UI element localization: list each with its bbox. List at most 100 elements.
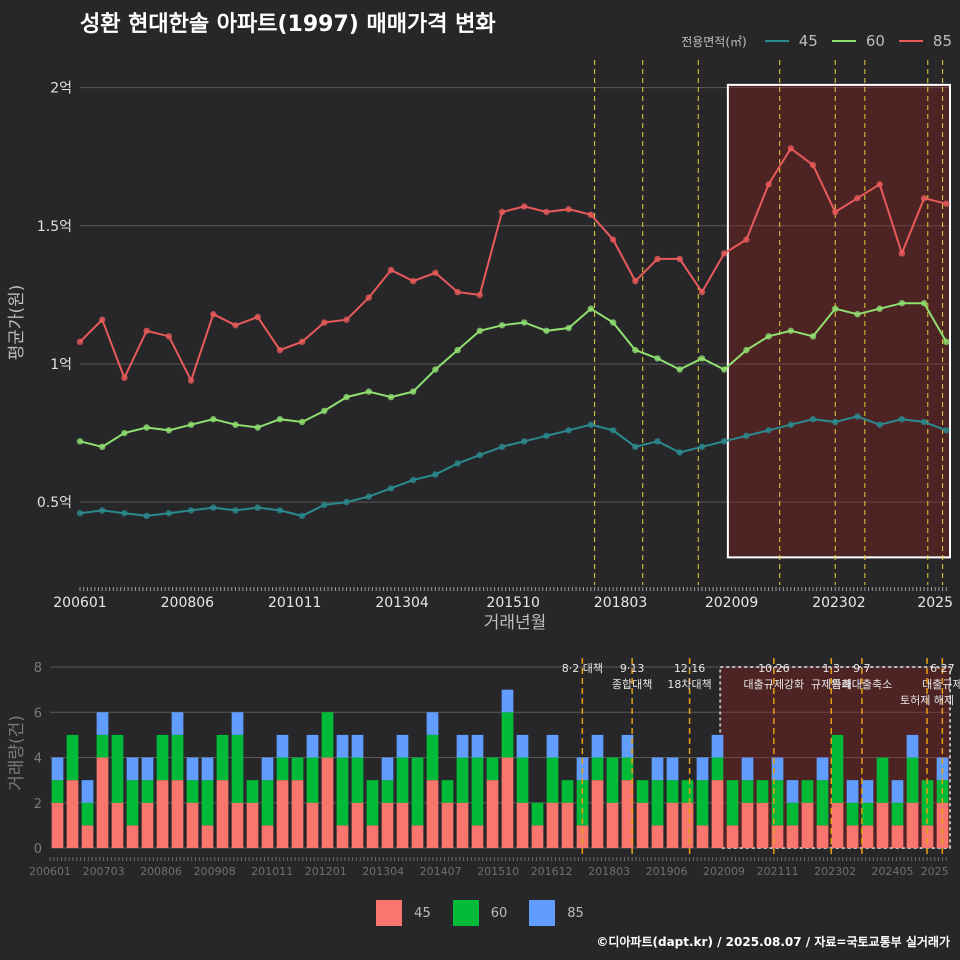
price-point-85 [609, 236, 617, 243]
price-line-85 [79, 146, 947, 384]
volume-y-tick-label: 4 [34, 752, 42, 767]
volume-bar-45 [606, 802, 619, 848]
volume-bar-45 [306, 802, 319, 848]
volume-bar-60 [516, 757, 529, 803]
price-point-85 [920, 194, 928, 202]
volume-legend-label-45: 45 [414, 905, 431, 921]
volume-bar-45 [801, 802, 814, 848]
volume-bar-60 [231, 734, 244, 803]
volume-bar-60 [771, 780, 784, 826]
volume-bar-85 [711, 734, 724, 758]
volume-x-tick-label: 201510 [477, 865, 519, 878]
price-point-85 [543, 208, 550, 216]
price-point-45 [809, 416, 817, 423]
price-point-85 [476, 291, 484, 299]
volume-policy-label: 9·7 [853, 662, 871, 675]
price-point-45 [343, 498, 350, 506]
chart-title: 성환 현대한솔 아파트(1997) 매매가격 변화 [80, 12, 496, 37]
volume-bar-60 [156, 734, 169, 781]
volume-bar-60 [621, 757, 634, 781]
price-point-45 [854, 413, 861, 420]
price-point-60 [609, 319, 617, 326]
volume-bar-85 [51, 757, 64, 781]
price-point-85 [698, 288, 706, 296]
volume-policy-label: 1·3 [823, 662, 841, 675]
price-point-45 [587, 421, 595, 428]
volume-bar-45 [591, 780, 604, 848]
volume-bar-60 [201, 780, 214, 826]
price-point-45 [765, 427, 772, 434]
price-point-60 [876, 305, 883, 312]
volume-x-tick-label: 2025 [921, 865, 949, 878]
price-point-60 [387, 393, 395, 401]
volume-legend-swatch-45 [376, 900, 403, 926]
volume-legend-swatch-85 [529, 900, 556, 926]
price-point-60 [654, 355, 661, 362]
volume-bar-45 [426, 780, 439, 848]
price-x-tick-label: 200806 [161, 595, 215, 611]
volume-x-tick-label: 202405 [872, 865, 914, 878]
price-point-45 [387, 485, 395, 492]
volume-legend-item-45: 45 [376, 900, 431, 926]
volume-legend-label-60: 60 [490, 905, 508, 921]
volume-bar-45 [501, 757, 514, 848]
price-point-45 [632, 443, 639, 451]
volume-bar-45 [201, 825, 214, 848]
volume-bar-85 [306, 734, 319, 758]
volume-bar-45 [921, 825, 934, 848]
price-point-45 [720, 438, 728, 445]
price-point-60 [743, 346, 750, 354]
price-x-tick-label: 201510 [486, 595, 539, 611]
volume-bar-45 [561, 802, 574, 848]
volume-bar-45 [186, 802, 199, 848]
price-point-85 [276, 346, 284, 354]
price-point-45 [409, 476, 417, 484]
volume-legend: 45 60 85 [0, 900, 960, 926]
volume-y-tick-label: 8 [34, 661, 42, 676]
volume-x-tick-label: 201011 [251, 865, 293, 878]
price-point-85 [632, 277, 639, 285]
price-point-85 [854, 194, 861, 202]
price-point-60 [187, 421, 195, 428]
price-point-45 [210, 504, 217, 511]
price-point-85 [99, 316, 106, 323]
price-point-45 [521, 438, 528, 445]
price-point-45 [99, 507, 106, 514]
price-point-60 [676, 366, 683, 373]
price-point-85 [943, 200, 950, 207]
price-point-45 [76, 509, 84, 517]
price-point-60 [454, 346, 461, 354]
volume-bar-85 [171, 712, 184, 735]
volume-bar-60 [246, 780, 259, 803]
volume-y-tick-label: 0 [34, 842, 42, 857]
legend-label-85: 85 [932, 32, 952, 50]
volume-bar-60 [66, 734, 79, 781]
volume-bar-60 [501, 712, 514, 758]
volume-bar-85 [141, 757, 154, 781]
volume-bar-60 [81, 802, 94, 826]
price-x-axis-title: 거래년월 [484, 613, 547, 633]
volume-policy-label: 10·26 [758, 662, 790, 675]
volume-bar-60 [756, 780, 769, 803]
price-point-85 [720, 250, 728, 257]
volume-x-tick-label: 201803 [588, 865, 630, 878]
volume-bar-60 [396, 757, 409, 803]
volume-bar-60 [261, 780, 274, 826]
volume-bar-45 [231, 802, 244, 848]
volume-bar-60 [426, 734, 439, 781]
volume-bar-45 [171, 780, 184, 848]
price-point-85 [343, 316, 350, 323]
volume-bar-45 [81, 825, 94, 848]
price-point-85 [565, 206, 572, 213]
price-point-60 [165, 427, 173, 434]
price-point-60 [321, 407, 328, 415]
price-point-45 [298, 512, 306, 520]
price-point-60 [854, 311, 861, 318]
price-point-60 [409, 388, 417, 395]
volume-bar-60 [696, 780, 709, 826]
price-x-tick-label: 2025 [917, 595, 953, 611]
price-point-85 [298, 338, 306, 346]
price-y-tick-label: 2억 [50, 81, 72, 97]
price-point-60 [432, 366, 439, 373]
price-point-60 [920, 299, 928, 307]
